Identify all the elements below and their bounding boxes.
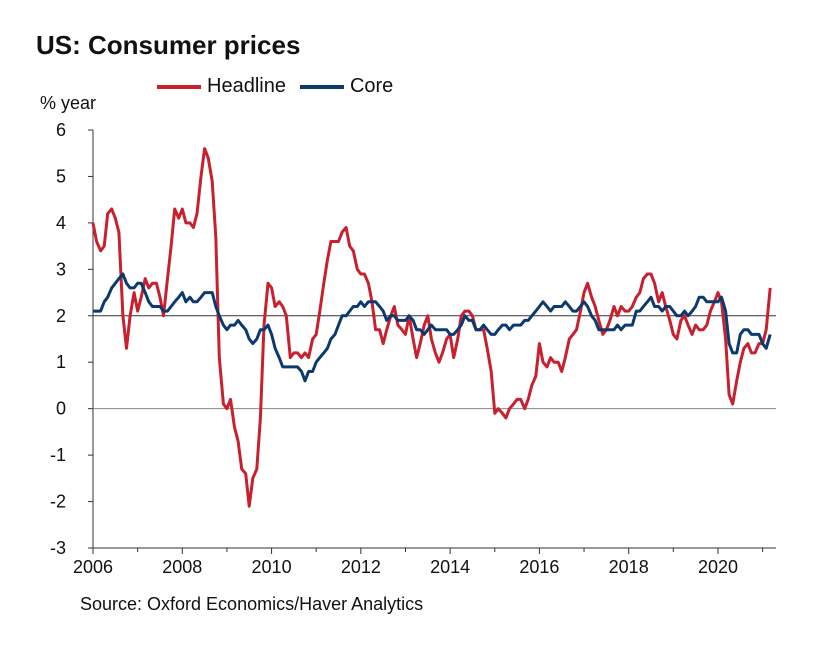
legend-swatch-core xyxy=(299,84,344,89)
y-tick-label: 0 xyxy=(56,399,66,419)
x-tick-label: 2012 xyxy=(341,557,381,577)
y-tick-label: 4 xyxy=(56,213,66,233)
series-line-headline xyxy=(91,147,772,508)
x-tick-label: 2020 xyxy=(698,557,738,577)
chart-legend: Headline Core xyxy=(157,75,407,98)
y-tick-label: -3 xyxy=(50,538,66,558)
legend-label-core: Core xyxy=(349,75,394,97)
y-tick-label: 3 xyxy=(56,259,66,279)
y-tick-label: -2 xyxy=(50,492,66,512)
y-axis-label: % year xyxy=(40,93,97,113)
x-tick-label: 2014 xyxy=(430,557,470,577)
y-tick-label: 1 xyxy=(56,352,66,372)
y-tick-label: -1 xyxy=(50,445,66,465)
series-line-core xyxy=(93,272,772,383)
x-tick-label: 2018 xyxy=(609,557,649,577)
x-tick-label: 2010 xyxy=(252,557,292,577)
y-tick-label: 6 xyxy=(56,120,66,140)
source-note: Source: Oxford Economics/Haver Analytics xyxy=(80,594,424,614)
chart-title: US: Consumer prices xyxy=(36,30,301,60)
legend-item-headline: Headline xyxy=(157,75,286,98)
legend-item-core: Core xyxy=(299,75,394,98)
x-tick-label: 2008 xyxy=(162,557,202,577)
legend-swatch-headline xyxy=(157,84,201,89)
legend-label-headline: Headline xyxy=(207,75,286,97)
y-tick-label: 5 xyxy=(56,166,66,186)
x-tick-label: 2016 xyxy=(519,557,559,577)
x-tick-label: 2006 xyxy=(73,557,113,577)
y-tick-label: 2 xyxy=(56,306,66,326)
